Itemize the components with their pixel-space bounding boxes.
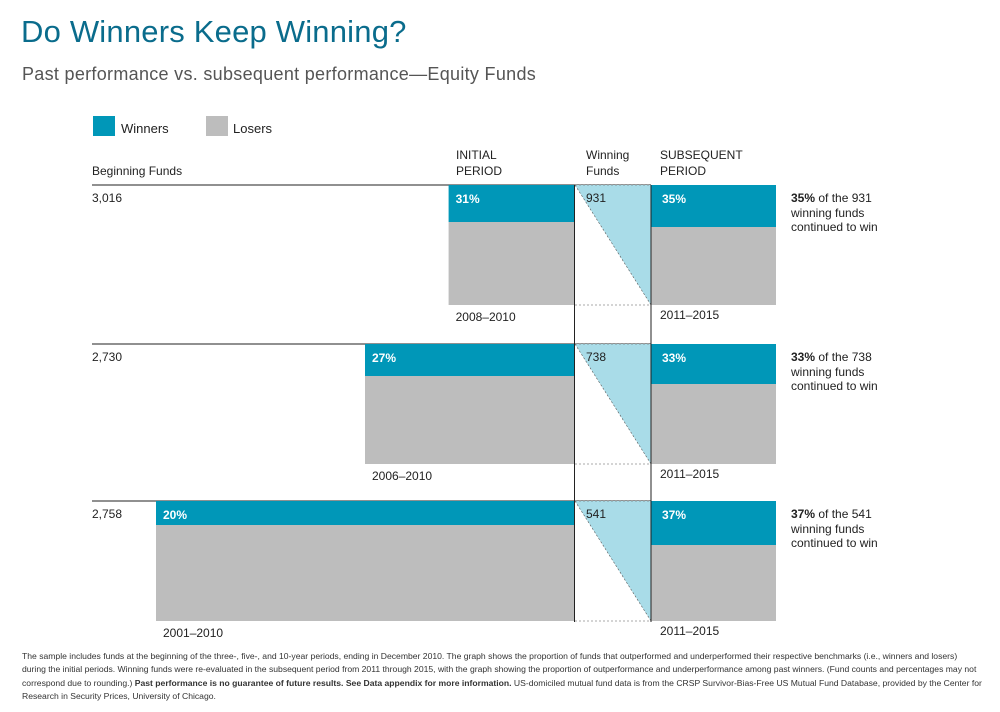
subsequent-winners-label: 35%	[662, 192, 686, 206]
initial-losers-bar	[365, 376, 574, 464]
initial-winners-label: 31%	[456, 192, 480, 206]
header-initial-line2: PERIOD	[456, 164, 503, 178]
beginning-funds-value: 2,758	[92, 507, 122, 521]
annotation-line3: continued to win	[791, 379, 878, 393]
initial-losers-bar	[156, 525, 574, 621]
initial-winners-bar	[365, 344, 574, 376]
winning-funds-value: 738	[586, 350, 606, 364]
header-winning-line1: Winning	[586, 148, 630, 162]
winning-funds-connector	[575, 501, 651, 621]
winning-funds-value: 541	[586, 507, 606, 521]
initial-winners-bar	[448, 185, 574, 222]
initial-winners-label: 20%	[163, 508, 187, 522]
annotation-pct: 33%	[791, 350, 815, 364]
footnote-source: US-domiciled mutual fund data is from th…	[22, 677, 982, 701]
initial-period-label: 2008–2010	[456, 310, 516, 324]
header-initial-period: INITIAL PERIOD	[456, 147, 502, 179]
initial-winners-bar	[156, 501, 574, 525]
annotation-line3: continued to win	[791, 220, 878, 234]
header-winning-funds: Winning Funds	[586, 147, 629, 179]
annotation-line2: winning funds	[790, 365, 864, 379]
initial-losers-bar	[448, 222, 574, 305]
chart-subtitle: Past performance vs. subsequent performa…	[22, 64, 537, 84]
subsequent-winners-label: 37%	[662, 508, 686, 522]
header-subsequent-line2: PERIOD	[660, 164, 707, 178]
winners-chart: 3,016 31% 2008–2010 931 35% 2011–2015 35% of t…	[92, 184, 878, 640]
subsequent-winners-label: 33%	[662, 351, 686, 365]
footnote: The sample includes funds at the beginni…	[22, 650, 982, 703]
annotation-line1: 33% of the 738	[791, 350, 872, 364]
annotation-line2: winning funds	[790, 206, 864, 220]
subsequent-period-label: 2011–2015	[660, 308, 720, 322]
annotation-line3: continued to win	[791, 536, 878, 550]
footnote-disclaimer: Past performance is no guarantee of futu…	[134, 677, 512, 688]
annotation-pct: 35%	[791, 191, 815, 205]
annotation-of-count: of the 541	[815, 507, 872, 521]
annotation-of-count: of the 931	[815, 191, 872, 205]
header-subsequent-line1: SUBSEQUENT	[660, 148, 743, 162]
header-initial-line1: INITIAL	[456, 148, 497, 162]
annotation-line1: 37% of the 541	[791, 507, 872, 521]
header-subsequent-period: SUBSEQUENT PERIOD	[660, 147, 743, 179]
legend-swatch-losers	[206, 116, 228, 136]
subsequent-losers-bar	[651, 384, 776, 464]
header-winning-line2: Funds	[586, 164, 620, 178]
annotation-pct: 37%	[791, 507, 815, 521]
initial-winners-label: 27%	[372, 351, 396, 365]
winning-funds-value: 931	[586, 191, 606, 205]
subsequent-losers-bar	[651, 227, 776, 305]
legend-label-losers: Losers	[233, 121, 273, 136]
annotation-line1: 35% of the 931	[791, 191, 872, 205]
subsequent-winners-bar	[651, 185, 776, 227]
subsequent-winners-bar	[651, 501, 776, 545]
subsequent-winners-bar	[651, 344, 776, 384]
beginning-funds-value: 3,016	[92, 191, 122, 205]
legend-swatch-winners	[93, 116, 115, 136]
subsequent-period-label: 2011–2015	[660, 467, 720, 481]
winning-funds-connector	[575, 344, 651, 464]
footnote-text: The sample includes funds at the beginni…	[22, 651, 977, 688]
chart-title: Do Winners Keep Winning?	[21, 14, 407, 49]
subsequent-period-label: 2011–2015	[660, 624, 720, 638]
annotation-line2: winning funds	[790, 522, 864, 536]
header-beginning-funds: Beginning Funds	[92, 164, 183, 178]
initial-period-label: 2001–2010	[163, 626, 223, 640]
winning-funds-connector	[575, 185, 651, 305]
initial-period-label: 2006–2010	[372, 469, 432, 483]
beginning-funds-value: 2,730	[92, 350, 122, 364]
annotation-of-count: of the 738	[815, 350, 872, 364]
subsequent-losers-bar	[651, 545, 776, 621]
legend-label-winners: Winners	[121, 121, 169, 136]
